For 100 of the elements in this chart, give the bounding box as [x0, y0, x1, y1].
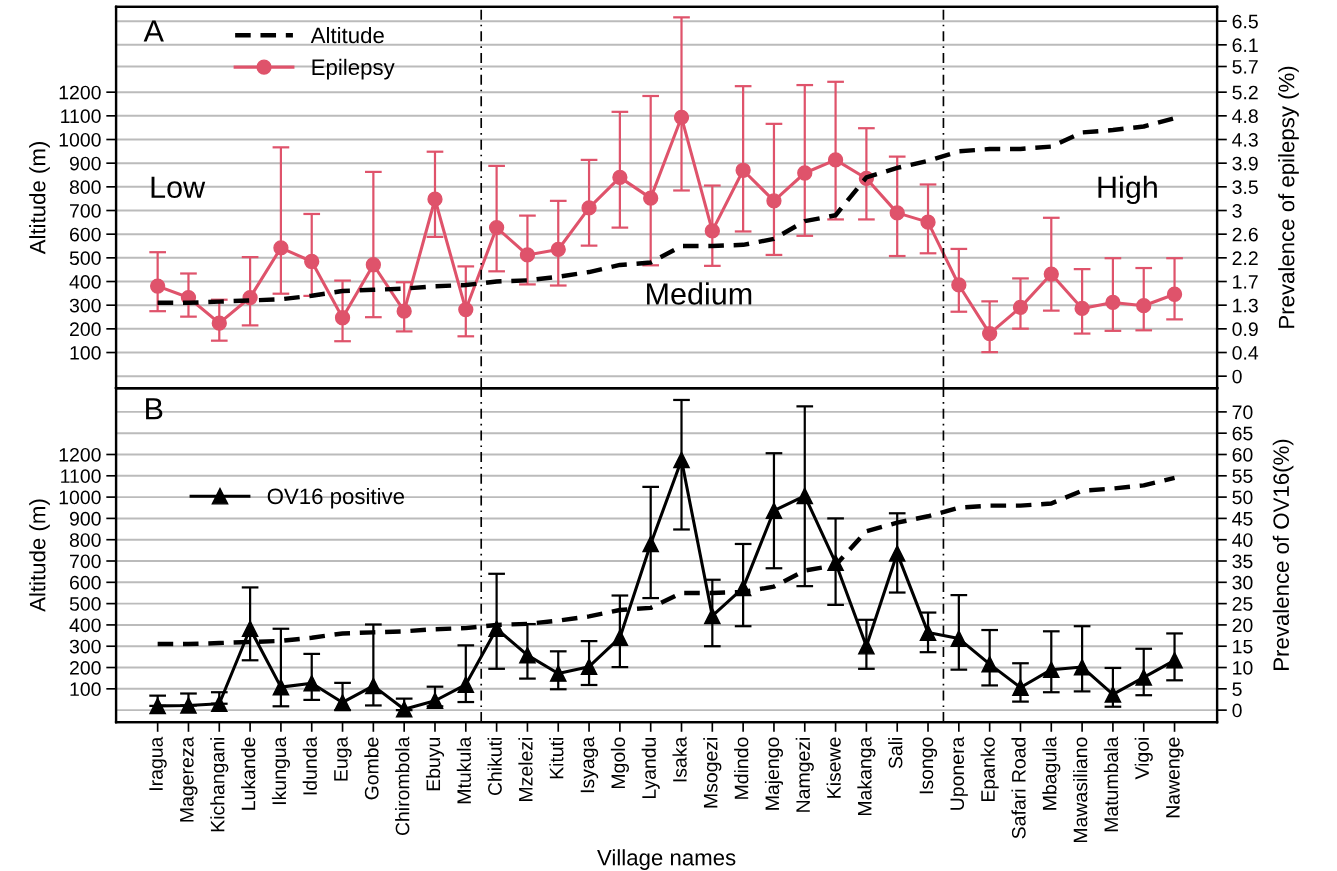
x-tick-label: Mzelezi	[518, 737, 533, 801]
point	[458, 301, 474, 318]
y2-tick-label: 1.7	[1233, 275, 1258, 289]
point	[241, 620, 259, 638]
y-tick-label: 1100	[61, 469, 101, 484]
y-tick-label: 400	[69, 618, 101, 633]
y2-tick-label: 0	[1232, 369, 1242, 384]
point	[611, 629, 629, 647]
point	[673, 451, 690, 469]
point	[519, 646, 536, 664]
legend-label: OV16 positive	[267, 487, 405, 509]
y2-tick-label: 0.4	[1232, 345, 1259, 360]
x-tick-label: Mtukula	[456, 736, 472, 804]
x-tick-label: Majengo	[764, 737, 784, 810]
point	[303, 674, 321, 692]
point	[642, 535, 660, 553]
point	[396, 303, 412, 319]
y2-tick-label: 65	[1232, 426, 1253, 441]
point	[180, 697, 197, 714]
point	[951, 277, 967, 293]
x-tick-label: Isaka	[672, 736, 687, 782]
point	[1074, 300, 1090, 317]
point	[365, 257, 381, 273]
y2-tick-label: 6.5	[1232, 14, 1258, 29]
point	[211, 315, 227, 331]
y-tick-label: 1100	[61, 109, 101, 124]
y-tick-label: 1000	[59, 132, 101, 147]
y2-axis-title: Prevalence of epilepsy (%)	[1278, 66, 1299, 328]
y-tick-label: 1000	[59, 490, 101, 505]
y-tick-label: 500	[69, 251, 101, 266]
x-tick-label: Ebuyu	[425, 737, 445, 791]
x-tick-label: Gombe	[364, 737, 379, 800]
y-tick-label: 900	[69, 156, 101, 171]
point	[457, 676, 475, 693]
x-tick-label: Kisewe	[826, 737, 841, 798]
y-tick-label: 100	[70, 346, 101, 360]
x-tick-label: Isongo	[919, 737, 938, 794]
y-tick-label: 1200	[59, 447, 101, 462]
point	[210, 695, 228, 713]
y-tick-label: 700	[70, 203, 101, 218]
point	[273, 240, 289, 256]
y2-tick-label: 4.3	[1232, 132, 1258, 147]
x-tick-label: Mgolo	[610, 737, 629, 788]
y2-tick-label: 60	[1232, 447, 1253, 462]
x-tick-label: Iragua	[149, 736, 167, 790]
y-tick-label: 700	[70, 554, 101, 569]
point	[888, 545, 906, 562]
point	[1104, 686, 1122, 703]
annotation: Low	[151, 176, 206, 199]
point	[704, 223, 720, 239]
point	[919, 624, 937, 641]
y-tick-label: 600	[70, 575, 101, 590]
x-axis-title: Village names	[597, 849, 736, 870]
y2-tick-label: 2.2	[1232, 251, 1258, 265]
point	[519, 247, 536, 263]
point	[549, 665, 567, 682]
x-tick-label: Nawenge	[1166, 737, 1184, 818]
y2-tick-label: 3.5	[1232, 180, 1258, 195]
y2-tick-label: 5.2	[1232, 85, 1258, 100]
point	[488, 219, 505, 236]
legend-label: Altitude	[310, 26, 384, 44]
y2-tick-label: 6.1	[1232, 38, 1258, 53]
y-axis-title: Altitude (m)	[29, 142, 50, 255]
y2-tick-label: 40	[1232, 533, 1253, 547]
y-tick-label: 900	[69, 511, 101, 526]
point	[827, 152, 844, 168]
point	[981, 655, 998, 673]
point	[920, 214, 936, 230]
x-tick-label: Lyandu	[641, 737, 660, 799]
point	[766, 193, 782, 209]
x-tick-label: Sali	[888, 737, 903, 769]
point	[550, 241, 566, 258]
annotation: A	[143, 20, 164, 42]
point	[643, 190, 659, 206]
point	[1135, 668, 1153, 686]
x-tick-label: Makanga	[857, 736, 876, 816]
point	[395, 700, 413, 718]
y2-tick-label: 3.9	[1232, 156, 1258, 171]
x-tick-label: Kichangani	[210, 737, 229, 832]
y2-tick-label: 45	[1232, 512, 1253, 526]
y2-axis-title: Prevalence of OV16(%)	[1272, 439, 1294, 670]
point	[1166, 651, 1183, 669]
x-tick-label: Namgezi	[795, 737, 814, 812]
point	[1073, 658, 1091, 676]
y2-tick-label: 15	[1233, 639, 1253, 654]
y2-tick-label: 5	[1232, 682, 1242, 697]
y2-tick-label: 0	[1232, 703, 1242, 718]
y2-tick-label: 5.7	[1232, 60, 1258, 74]
y2-tick-label: 55	[1232, 469, 1253, 484]
point	[427, 191, 443, 207]
point	[889, 205, 905, 221]
x-tick-label: Mbagula	[1042, 736, 1061, 810]
point	[1012, 299, 1029, 316]
x-tick-label: Isyaga	[580, 736, 599, 793]
x-tick-label: Matumbala	[1103, 736, 1119, 832]
y-tick-label: 400	[69, 274, 101, 289]
point	[1105, 294, 1121, 311]
y-tick-label: 200	[70, 660, 101, 675]
point	[1043, 266, 1059, 282]
x-tick-label: Idunda	[302, 736, 317, 795]
